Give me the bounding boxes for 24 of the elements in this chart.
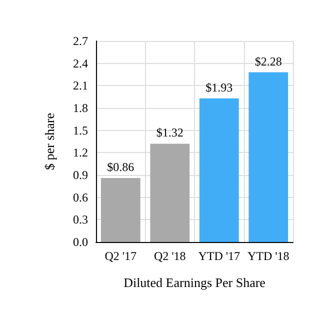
- y-tick-label: 1.2: [73, 146, 88, 160]
- y-tick-label: 1.8: [73, 101, 88, 115]
- x-axis-title: Diluted Earnings Per Share: [124, 275, 266, 290]
- x-tick-label: Q2 '18: [154, 249, 186, 263]
- data-label: $1.93: [206, 80, 233, 94]
- bar: [150, 144, 190, 242]
- y-tick-label: 0.3: [73, 212, 88, 227]
- y-tick-label: 2.1: [73, 78, 88, 93]
- x-tick-label: Q2 '17: [104, 249, 137, 263]
- y-tick-label: 0.9: [73, 168, 88, 182]
- y-tick-label: 1.5: [73, 123, 88, 138]
- y-tick-label: 0.6: [73, 190, 88, 204]
- y-axis-title: $ per share: [42, 112, 57, 170]
- bar: [199, 98, 239, 242]
- y-tick-label: 0.0: [73, 235, 88, 249]
- y-tick-label: 2.7: [73, 34, 88, 48]
- bar: [248, 72, 288, 242]
- x-tick-label: YTD '18: [247, 249, 290, 263]
- y-tick-label: 2.4: [73, 56, 88, 70]
- bar: [100, 178, 140, 242]
- data-label: $1.32: [156, 126, 184, 140]
- x-tick-label: YTD '17: [198, 249, 240, 263]
- data-label: $0.86: [107, 160, 134, 174]
- data-label: $2.28: [254, 54, 282, 68]
